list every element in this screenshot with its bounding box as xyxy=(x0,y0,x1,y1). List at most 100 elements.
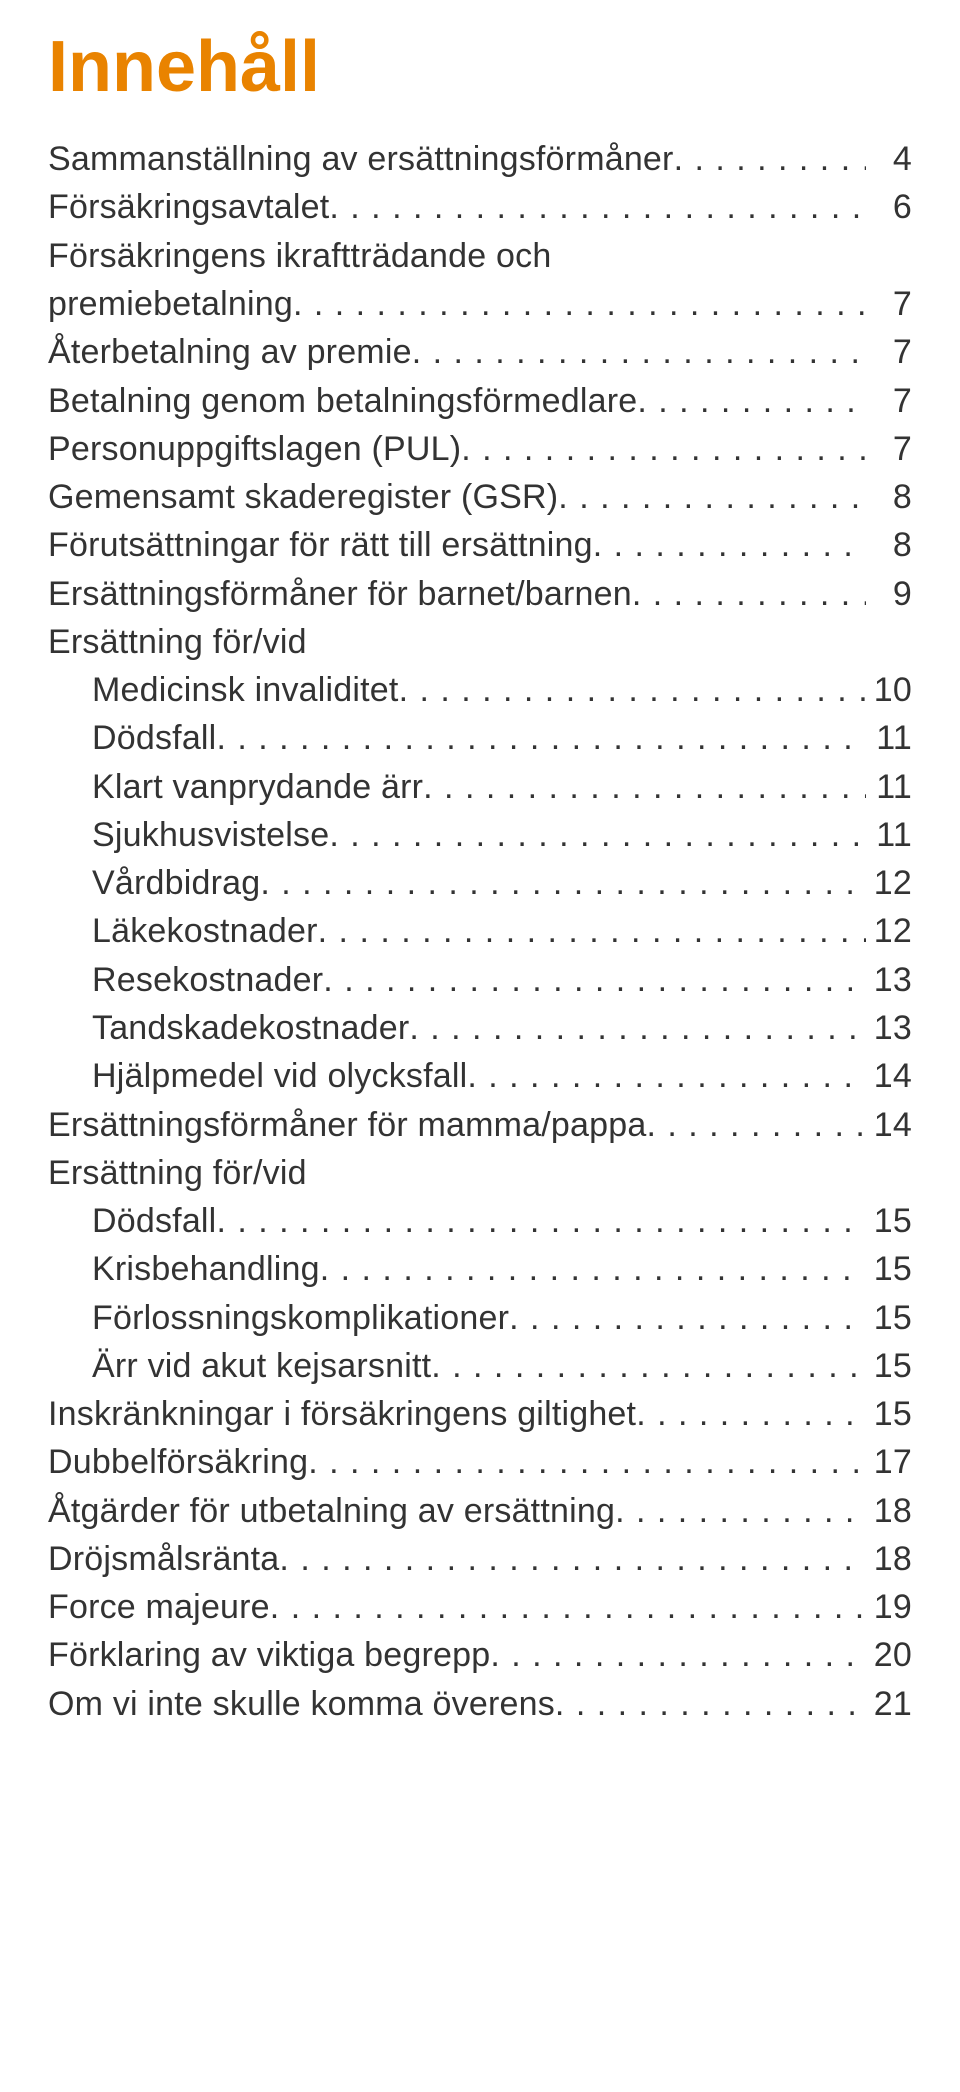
toc-row: Försäkringsavtalet6 xyxy=(48,183,912,231)
toc-leader-dots xyxy=(461,425,866,473)
toc-page-number: 9 xyxy=(866,570,912,618)
toc-label: Krisbehandling xyxy=(92,1245,320,1293)
toc-page-number: 14 xyxy=(866,1052,912,1100)
toc-row: Försäkringens ikraftträdande och xyxy=(48,232,912,280)
toc-page-number: 11 xyxy=(866,714,912,762)
toc-label: Om vi inte skulle komma överens xyxy=(48,1680,555,1728)
toc-row: Ärr vid akut kejsarsnitt15 xyxy=(48,1342,912,1390)
toc-label: Tandskadekostnader xyxy=(92,1004,409,1052)
toc-row: Krisbehandling 15 xyxy=(48,1245,912,1293)
toc-page-number: 11 xyxy=(866,811,912,859)
toc-leader-dots xyxy=(558,473,866,521)
toc-row: Om vi inte skulle komma överens 21 xyxy=(48,1680,912,1728)
toc-label: Dödsfall xyxy=(92,1197,216,1245)
toc-page-number: 17 xyxy=(866,1438,912,1486)
toc-label: premiebetalning xyxy=(48,280,293,328)
toc-label: Förlossningskomplikationer xyxy=(92,1294,509,1342)
toc-row: Ersättningsförmåner för mamma/pappa14 xyxy=(48,1101,912,1149)
toc-page-number: 19 xyxy=(866,1583,912,1631)
toc-row: Resekostnader13 xyxy=(48,956,912,1004)
toc-label: Dödsfall xyxy=(92,714,216,762)
toc-leader-dots xyxy=(555,1680,866,1728)
toc-label: Force majeure xyxy=(48,1583,270,1631)
toc-page-number: 7 xyxy=(866,425,912,473)
toc-leader-dots xyxy=(399,666,866,714)
toc-row: Dubbelförsäkring 17 xyxy=(48,1438,912,1486)
toc-label: Ersättning för/vid xyxy=(48,618,307,666)
toc-page-number: 15 xyxy=(866,1294,912,1342)
toc-page-number: 15 xyxy=(866,1245,912,1293)
toc-row: Tandskadekostnader 13 xyxy=(48,1004,912,1052)
toc-row: Dödsfall 15 xyxy=(48,1197,912,1245)
toc-row: Ersättning för/vid xyxy=(48,1149,912,1197)
toc-page-number: 20 xyxy=(866,1631,912,1679)
toc-label: Ärr vid akut kejsarsnitt xyxy=(92,1342,431,1390)
toc-label: Ersättningsförmåner för barnet/barnen xyxy=(48,570,632,618)
toc-label: Inskränkningar i försäkringens giltighet xyxy=(48,1390,636,1438)
toc-page-number: 11 xyxy=(866,763,912,811)
toc-page-number: 13 xyxy=(866,1004,912,1052)
toc-leader-dots xyxy=(423,763,866,811)
toc-leader-dots xyxy=(674,135,866,183)
toc-row: premiebetalning 7 xyxy=(48,280,912,328)
toc-label: Ersättningsförmåner för mamma/pappa xyxy=(48,1101,646,1149)
page-title: Innehåll xyxy=(48,28,912,107)
toc-page-number: 10 xyxy=(866,666,912,714)
toc-label: Försäkringens ikraftträdande och xyxy=(48,232,551,280)
toc-page-number: 12 xyxy=(866,859,912,907)
toc-label: Medicinsk invaliditet xyxy=(92,666,399,714)
toc-row: Gemensamt skaderegister (GSR) 8 xyxy=(48,473,912,521)
toc-row: Personuppgiftslagen (PUL) 7 xyxy=(48,425,912,473)
toc-row: Klart vanprydande ärr 11 xyxy=(48,763,912,811)
toc-page-number: 15 xyxy=(866,1390,912,1438)
toc-label: Förutsättningar för rätt till ersättning xyxy=(48,521,593,569)
toc-row: Förlossningskomplikationer 15 xyxy=(48,1294,912,1342)
toc-page-number: 4 xyxy=(866,135,912,183)
toc-label: Klart vanprydande ärr xyxy=(92,763,423,811)
toc-row: Vårdbidrag 12 xyxy=(48,859,912,907)
toc-label: Personuppgiftslagen (PUL) xyxy=(48,425,461,473)
toc-page-number: 6 xyxy=(866,183,912,231)
toc-page-number: 8 xyxy=(866,473,912,521)
toc-row: Dröjsmålsränta 18 xyxy=(48,1535,912,1583)
toc-leader-dots xyxy=(490,1631,866,1679)
toc-page-number: 7 xyxy=(866,280,912,328)
toc-row: Sjukhusvistelse11 xyxy=(48,811,912,859)
toc-leader-dots xyxy=(632,570,866,618)
toc-leader-dots xyxy=(615,1487,866,1535)
toc-page-number: 13 xyxy=(866,956,912,1004)
toc-leader-dots xyxy=(320,1245,866,1293)
toc-label: Dröjsmålsränta xyxy=(48,1535,279,1583)
toc-label: Gemensamt skaderegister (GSR) xyxy=(48,473,558,521)
toc-label: Dubbelförsäkring xyxy=(48,1438,308,1486)
toc-row: Sammanställning av ersättningsförmåner4 xyxy=(48,135,912,183)
toc-leader-dots xyxy=(409,1004,866,1052)
toc-leader-dots xyxy=(646,1101,866,1149)
toc-leader-dots xyxy=(293,280,866,328)
toc-leader-dots xyxy=(431,1342,866,1390)
toc-row: Hjälpmedel vid olycksfall14 xyxy=(48,1052,912,1100)
toc-page-number: 21 xyxy=(866,1680,912,1728)
toc-label: Läkekostnader xyxy=(92,907,318,955)
toc-page-number: 12 xyxy=(866,907,912,955)
toc-row: Ersättning för/vid xyxy=(48,618,912,666)
table-of-contents: Sammanställning av ersättningsförmåner4F… xyxy=(48,135,912,1728)
page-title-text: Innehåll xyxy=(48,27,320,107)
toc-page-number: 15 xyxy=(866,1197,912,1245)
toc-leader-dots xyxy=(636,1390,866,1438)
toc-row: Läkekostnader 12 xyxy=(48,907,912,955)
toc-row: Dödsfall 11 xyxy=(48,714,912,762)
toc-leader-dots xyxy=(270,1583,866,1631)
toc-row: Inskränkningar i försäkringens giltighet… xyxy=(48,1390,912,1438)
toc-page-number: 18 xyxy=(866,1487,912,1535)
toc-leader-dots xyxy=(329,183,866,231)
toc-leader-dots xyxy=(279,1535,866,1583)
toc-leader-dots xyxy=(216,714,866,762)
toc-page-number: 18 xyxy=(866,1535,912,1583)
toc-page-number: 8 xyxy=(866,521,912,569)
toc-leader-dots xyxy=(260,859,866,907)
toc-leader-dots xyxy=(637,377,866,425)
toc-leader-dots xyxy=(308,1438,866,1486)
toc-leader-dots xyxy=(467,1052,866,1100)
toc-label: Vårdbidrag xyxy=(92,859,260,907)
